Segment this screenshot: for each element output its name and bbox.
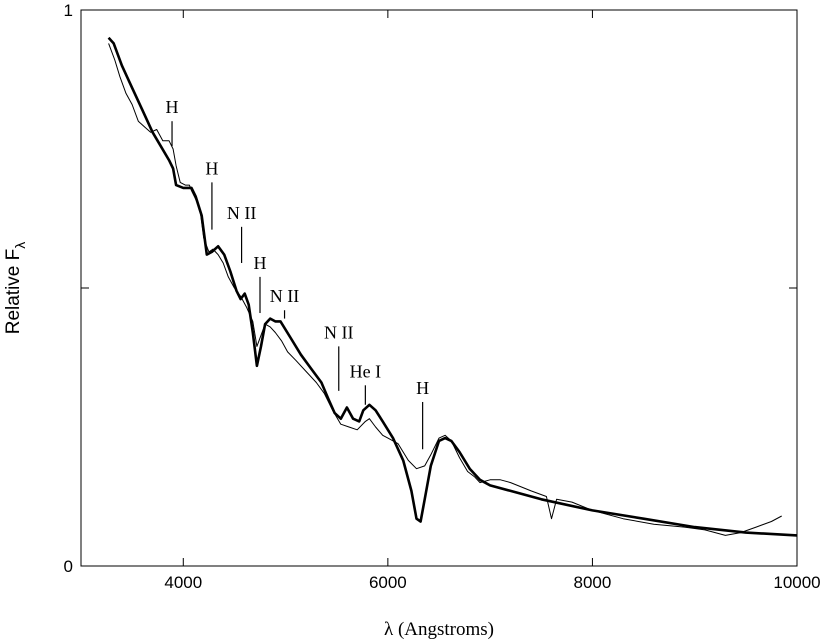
y-axis-title: Relative Fλ [3, 242, 28, 335]
annotation-label: N II [270, 286, 300, 306]
x-tick-label: 6000 [369, 573, 407, 592]
axis-tick-labels: 4000 6000 8000 10000 0 1 [64, 1, 821, 592]
annotation-label: H [166, 97, 179, 117]
model-spectrum-line [107, 36, 798, 537]
x-tick-label: 8000 [574, 573, 612, 592]
y-tick-label: 0 [64, 557, 73, 576]
observed-spectrum-line [108, 43, 782, 536]
annotation-label: H [205, 158, 218, 178]
x-tick-label: 10000 [773, 573, 820, 592]
axis-ticks [81, 9, 798, 567]
y-tick-label: 1 [64, 1, 73, 20]
x-tick-label: 4000 [164, 573, 202, 592]
annotation-label: He I [350, 361, 381, 381]
annotation-label: H [416, 378, 429, 398]
spectrum-series [107, 36, 798, 537]
y-axis-title-subscript: λ [12, 242, 28, 249]
x-axis-title: λ (Angstroms) [384, 619, 494, 640]
annotation-label: H [254, 253, 267, 273]
plot-frame [80, 9, 798, 567]
annotation-label: N II [227, 203, 257, 223]
y-axis-title-main: Relative F [3, 249, 24, 335]
annotation-label: N II [324, 322, 354, 342]
